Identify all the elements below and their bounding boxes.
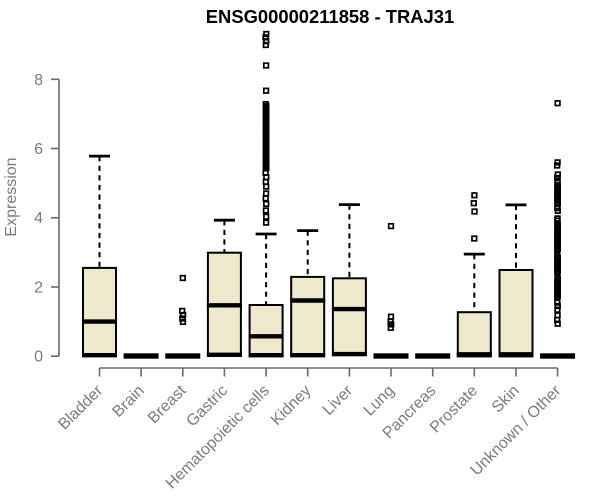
svg-text:2: 2	[34, 280, 43, 297]
svg-text:0: 0	[34, 349, 43, 366]
svg-text:Expression: Expression	[3, 157, 20, 236]
svg-text:ENSG00000211858 - TRAJ31: ENSG00000211858 - TRAJ31	[206, 6, 454, 27]
svg-text:8: 8	[34, 72, 43, 89]
svg-text:4: 4	[34, 210, 43, 227]
svg-text:6: 6	[34, 141, 43, 158]
